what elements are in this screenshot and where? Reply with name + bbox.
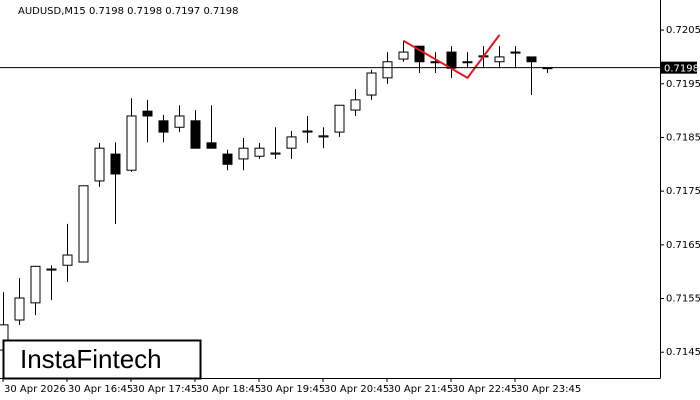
candle-body xyxy=(222,153,233,165)
candle-body xyxy=(174,115,185,128)
candle-body xyxy=(510,51,521,54)
candle-body xyxy=(398,51,409,60)
x-tick-label: 30 Apr 23:45 xyxy=(516,384,581,395)
x-tick-label: 30 Apr 20:45 xyxy=(324,384,389,395)
y-tick-label: 0.7175 xyxy=(666,186,700,197)
y-tick-label: 0.7185 xyxy=(666,132,700,143)
candle-body xyxy=(46,268,57,271)
y-tick-label: 0.7165 xyxy=(666,240,700,251)
x-tick-label: 30 Apr 19:45 xyxy=(260,384,325,395)
x-tick-label: 30 Apr 17:45 xyxy=(132,384,197,395)
candle-body xyxy=(414,45,425,63)
price-label: 0.7198 xyxy=(664,64,699,75)
candle-body xyxy=(286,136,297,149)
candle-body xyxy=(110,153,121,175)
logo: InstaFintech xyxy=(20,344,162,374)
y-tick-label: 0.7145 xyxy=(666,347,700,358)
x-tick-label: 30 Apr 21:45 xyxy=(388,384,453,395)
y-tick-label: 0.7155 xyxy=(666,294,700,305)
chart-title: AUDUSD,M15 0.7198 0.7198 0.7197 0.7198 xyxy=(18,6,238,17)
x-tick-label: 30 Apr 2026 xyxy=(4,384,66,395)
x-tick-label: 30 Apr 16:45 xyxy=(68,384,133,395)
candle-body xyxy=(270,152,281,155)
y-tick-label: 0.7195 xyxy=(666,79,700,90)
candle-body xyxy=(238,147,249,160)
candle-body xyxy=(302,130,313,133)
candle-body xyxy=(190,120,201,149)
x-tick-label: 30 Apr 22:45 xyxy=(452,384,517,395)
candle-body xyxy=(254,147,265,157)
candle-body xyxy=(382,61,393,79)
price-label-box xyxy=(661,61,697,74)
candle-body xyxy=(334,104,345,133)
candle-body xyxy=(494,56,505,63)
candle-body xyxy=(206,142,217,149)
candle-body xyxy=(14,297,25,321)
candle-body xyxy=(318,135,329,138)
candle-body xyxy=(526,56,537,63)
y-tick-label: 0.7205 xyxy=(666,25,700,36)
candle-body xyxy=(462,61,473,64)
candle-body xyxy=(350,99,361,111)
candle-body xyxy=(30,265,41,304)
logo-box xyxy=(2,339,202,380)
candle-body xyxy=(126,115,137,171)
pattern-line xyxy=(402,34,501,80)
candle-body xyxy=(62,254,73,266)
candle-body xyxy=(78,185,89,263)
candle-body xyxy=(94,147,105,182)
candle-body xyxy=(158,120,169,133)
candle-body xyxy=(142,110,153,117)
x-tick-label: 30 Apr 18:45 xyxy=(196,384,261,395)
candle-body xyxy=(366,72,377,96)
